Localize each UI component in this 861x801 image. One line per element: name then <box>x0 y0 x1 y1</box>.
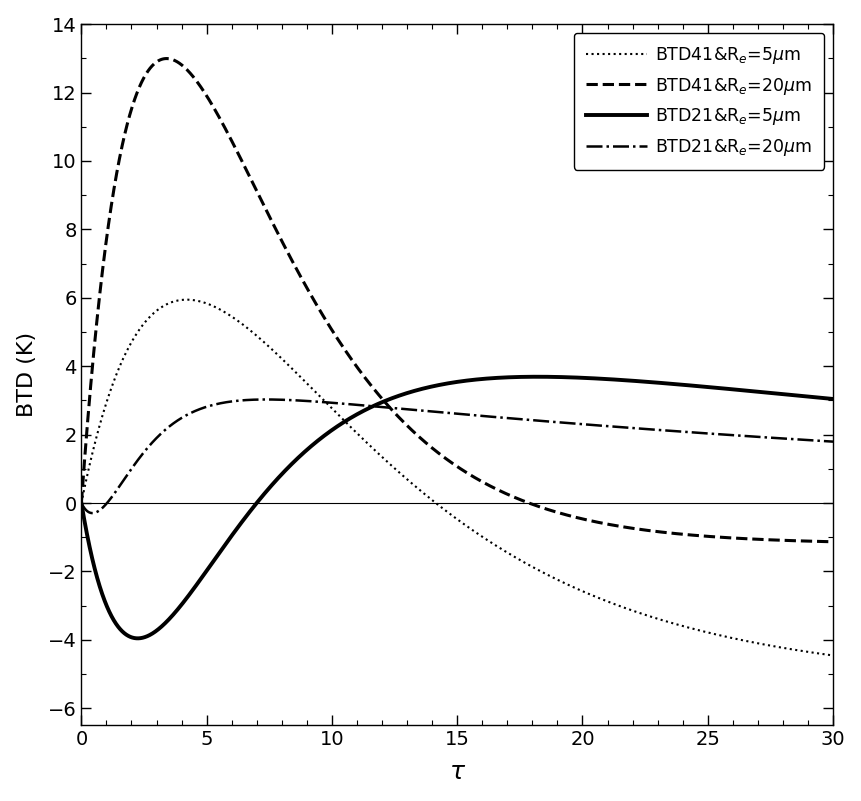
BTD41&R$_e$=20$\mu$m <box>207 100 217 110</box>
BTD41&R$_e$=20$\mu$m <box>364 379 375 388</box>
BTD21&R$_e$=20$\mu$m <box>732 431 742 441</box>
Legend: BTD41&R$_e$=5$\mu$m, BTD41&R$_e$=20$\mu$m, BTD21&R$_e$=5$\mu$m, BTD21&R$_e$=20$\: BTD41&R$_e$=5$\mu$m, BTD41&R$_e$=20$\mu$… <box>573 33 823 170</box>
BTD21&R$_e$=20$\mu$m <box>397 404 407 413</box>
BTD21&R$_e$=5$\mu$m <box>162 616 172 626</box>
BTD41&R$_e$=5$\mu$m <box>364 441 375 450</box>
BTD41&R$_e$=20$\mu$m <box>732 533 742 543</box>
Y-axis label: BTD (K): BTD (K) <box>16 332 37 417</box>
BTD21&R$_e$=20$\mu$m <box>76 498 86 508</box>
BTD21&R$_e$=5$\mu$m <box>531 372 542 381</box>
BTD21&R$_e$=20$\mu$m <box>207 400 217 410</box>
BTD21&R$_e$=5$\mu$m <box>207 558 217 568</box>
BTD21&R$_e$=5$\mu$m <box>76 498 86 508</box>
Line: BTD21&R$_e$=20$\mu$m: BTD21&R$_e$=20$\mu$m <box>81 400 832 513</box>
BTD41&R$_e$=5$\mu$m <box>182 295 192 304</box>
BTD41&R$_e$=5$\mu$m <box>207 300 217 310</box>
Line: BTD41&R$_e$=20$\mu$m: BTD41&R$_e$=20$\mu$m <box>81 58 832 541</box>
BTD21&R$_e$=5$\mu$m <box>397 390 407 400</box>
BTD21&R$_e$=20$\mu$m <box>87 509 97 518</box>
BTD41&R$_e$=20$\mu$m <box>827 537 837 546</box>
BTD41&R$_e$=20$\mu$m <box>162 54 172 63</box>
BTD21&R$_e$=20$\mu$m <box>261 395 271 405</box>
BTD21&R$_e$=5$\mu$m <box>813 392 823 402</box>
BTD41&R$_e$=5$\mu$m <box>76 498 86 508</box>
BTD21&R$_e$=5$\mu$m <box>364 403 375 413</box>
BTD21&R$_e$=20$\mu$m <box>813 436 823 445</box>
Line: BTD41&R$_e$=5$\mu$m: BTD41&R$_e$=5$\mu$m <box>81 300 832 655</box>
BTD21&R$_e$=20$\mu$m <box>162 423 172 433</box>
BTD41&R$_e$=20$\mu$m <box>161 54 171 63</box>
BTD21&R$_e$=20$\mu$m <box>827 437 837 446</box>
BTD41&R$_e$=5$\mu$m <box>813 649 823 658</box>
BTD41&R$_e$=5$\mu$m <box>397 470 407 480</box>
BTD21&R$_e$=5$\mu$m <box>133 634 143 643</box>
Line: BTD21&R$_e$=5$\mu$m: BTD21&R$_e$=5$\mu$m <box>81 376 832 638</box>
BTD41&R$_e$=5$\mu$m <box>827 650 837 660</box>
BTD41&R$_e$=5$\mu$m <box>162 300 172 309</box>
BTD21&R$_e$=5$\mu$m <box>732 385 742 395</box>
BTD21&R$_e$=20$\mu$m <box>364 401 375 411</box>
BTD41&R$_e$=20$\mu$m <box>813 537 823 546</box>
X-axis label: $\tau$: $\tau$ <box>448 760 465 784</box>
BTD41&R$_e$=20$\mu$m <box>76 498 86 508</box>
BTD41&R$_e$=5$\mu$m <box>732 634 742 644</box>
BTD21&R$_e$=5$\mu$m <box>827 394 837 404</box>
BTD41&R$_e$=20$\mu$m <box>397 417 407 426</box>
